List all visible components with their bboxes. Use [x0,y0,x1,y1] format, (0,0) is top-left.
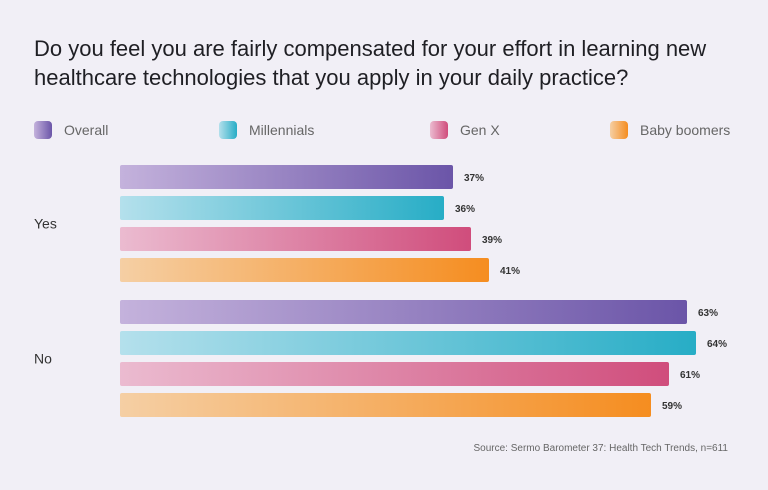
data-label-yes-overall: 37% [464,173,484,184]
bar-yes-millennials [120,196,444,220]
bars-group: Yes 37% 36% 39% 41% No 63% 64% 61% 59% [34,165,727,417]
data-label-yes-gen-x: 39% [482,235,502,246]
legend-swatch-millennials [219,121,237,139]
category-label-yes: Yes [34,216,57,232]
data-label-yes-baby-boomers: 41% [500,266,520,277]
bar-no-baby-boomers [120,393,651,417]
source-note: Source: Sermo Barometer 37: Health Tech … [473,443,729,454]
legend-label-baby-boomers: Baby boomers [640,122,731,138]
legend-item-overall: Overall [34,119,108,141]
data-label-no-millennials: 64% [707,339,727,350]
legend-swatch-baby-boomers [610,121,628,139]
bar-yes-gen-x [120,227,471,251]
legend-label-overall: Overall [64,122,109,138]
bar-yes-baby-boomers [120,258,489,282]
bar-no-overall [120,300,687,324]
data-label-no-baby-boomers: 59% [662,401,682,412]
legend-item-millennials: Millennials [219,119,314,141]
data-label-no-overall: 63% [698,308,718,319]
chart-title: Do you feel you are fairly compensated f… [34,36,707,90]
legend-label-gen-x: Gen X [460,122,500,138]
legend-swatch-overall [34,121,52,139]
category-label-no: No [34,351,52,367]
data-label-yes-millennials: 36% [455,204,475,215]
legend-item-gen-x: Gen X [430,119,500,141]
data-label-no-gen-x: 61% [680,370,700,381]
legend-item-baby-boomers: Baby boomers [610,119,730,141]
bar-no-millennials [120,331,696,355]
bar-yes-overall [120,165,453,189]
legend-label-millennials: Millennials [249,122,315,138]
legend-swatch-gen-x [430,121,448,139]
legend: Overall Millennials Gen X Baby boomers [34,119,754,141]
bar-no-gen-x [120,362,669,386]
